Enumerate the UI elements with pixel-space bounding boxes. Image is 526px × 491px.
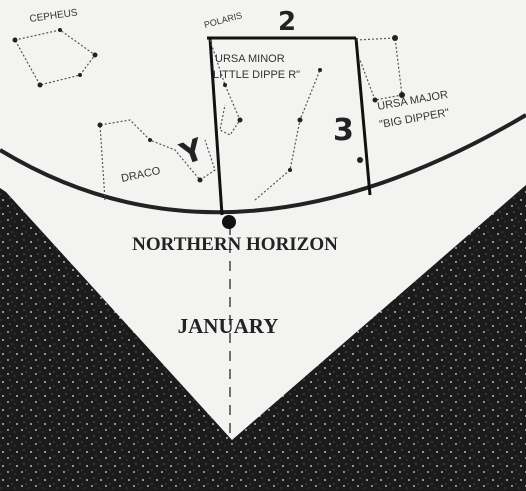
label-little-dipper: LITTLE DIPPE R" — [213, 69, 300, 81]
handwritten-2: 2 — [278, 7, 296, 37]
horizon-label: NORTHERN HORIZON — [132, 234, 338, 255]
label-ursa-minor: URSA MINOR — [215, 53, 285, 65]
star-wheel-photo: CEPHEUS POLARIS 2 URSA MINOR LITTLE DIPP… — [0, 0, 526, 491]
zenith-dot — [222, 215, 236, 229]
handwritten-3: 3 — [333, 113, 354, 148]
month-label: JANUARY — [178, 314, 279, 338]
